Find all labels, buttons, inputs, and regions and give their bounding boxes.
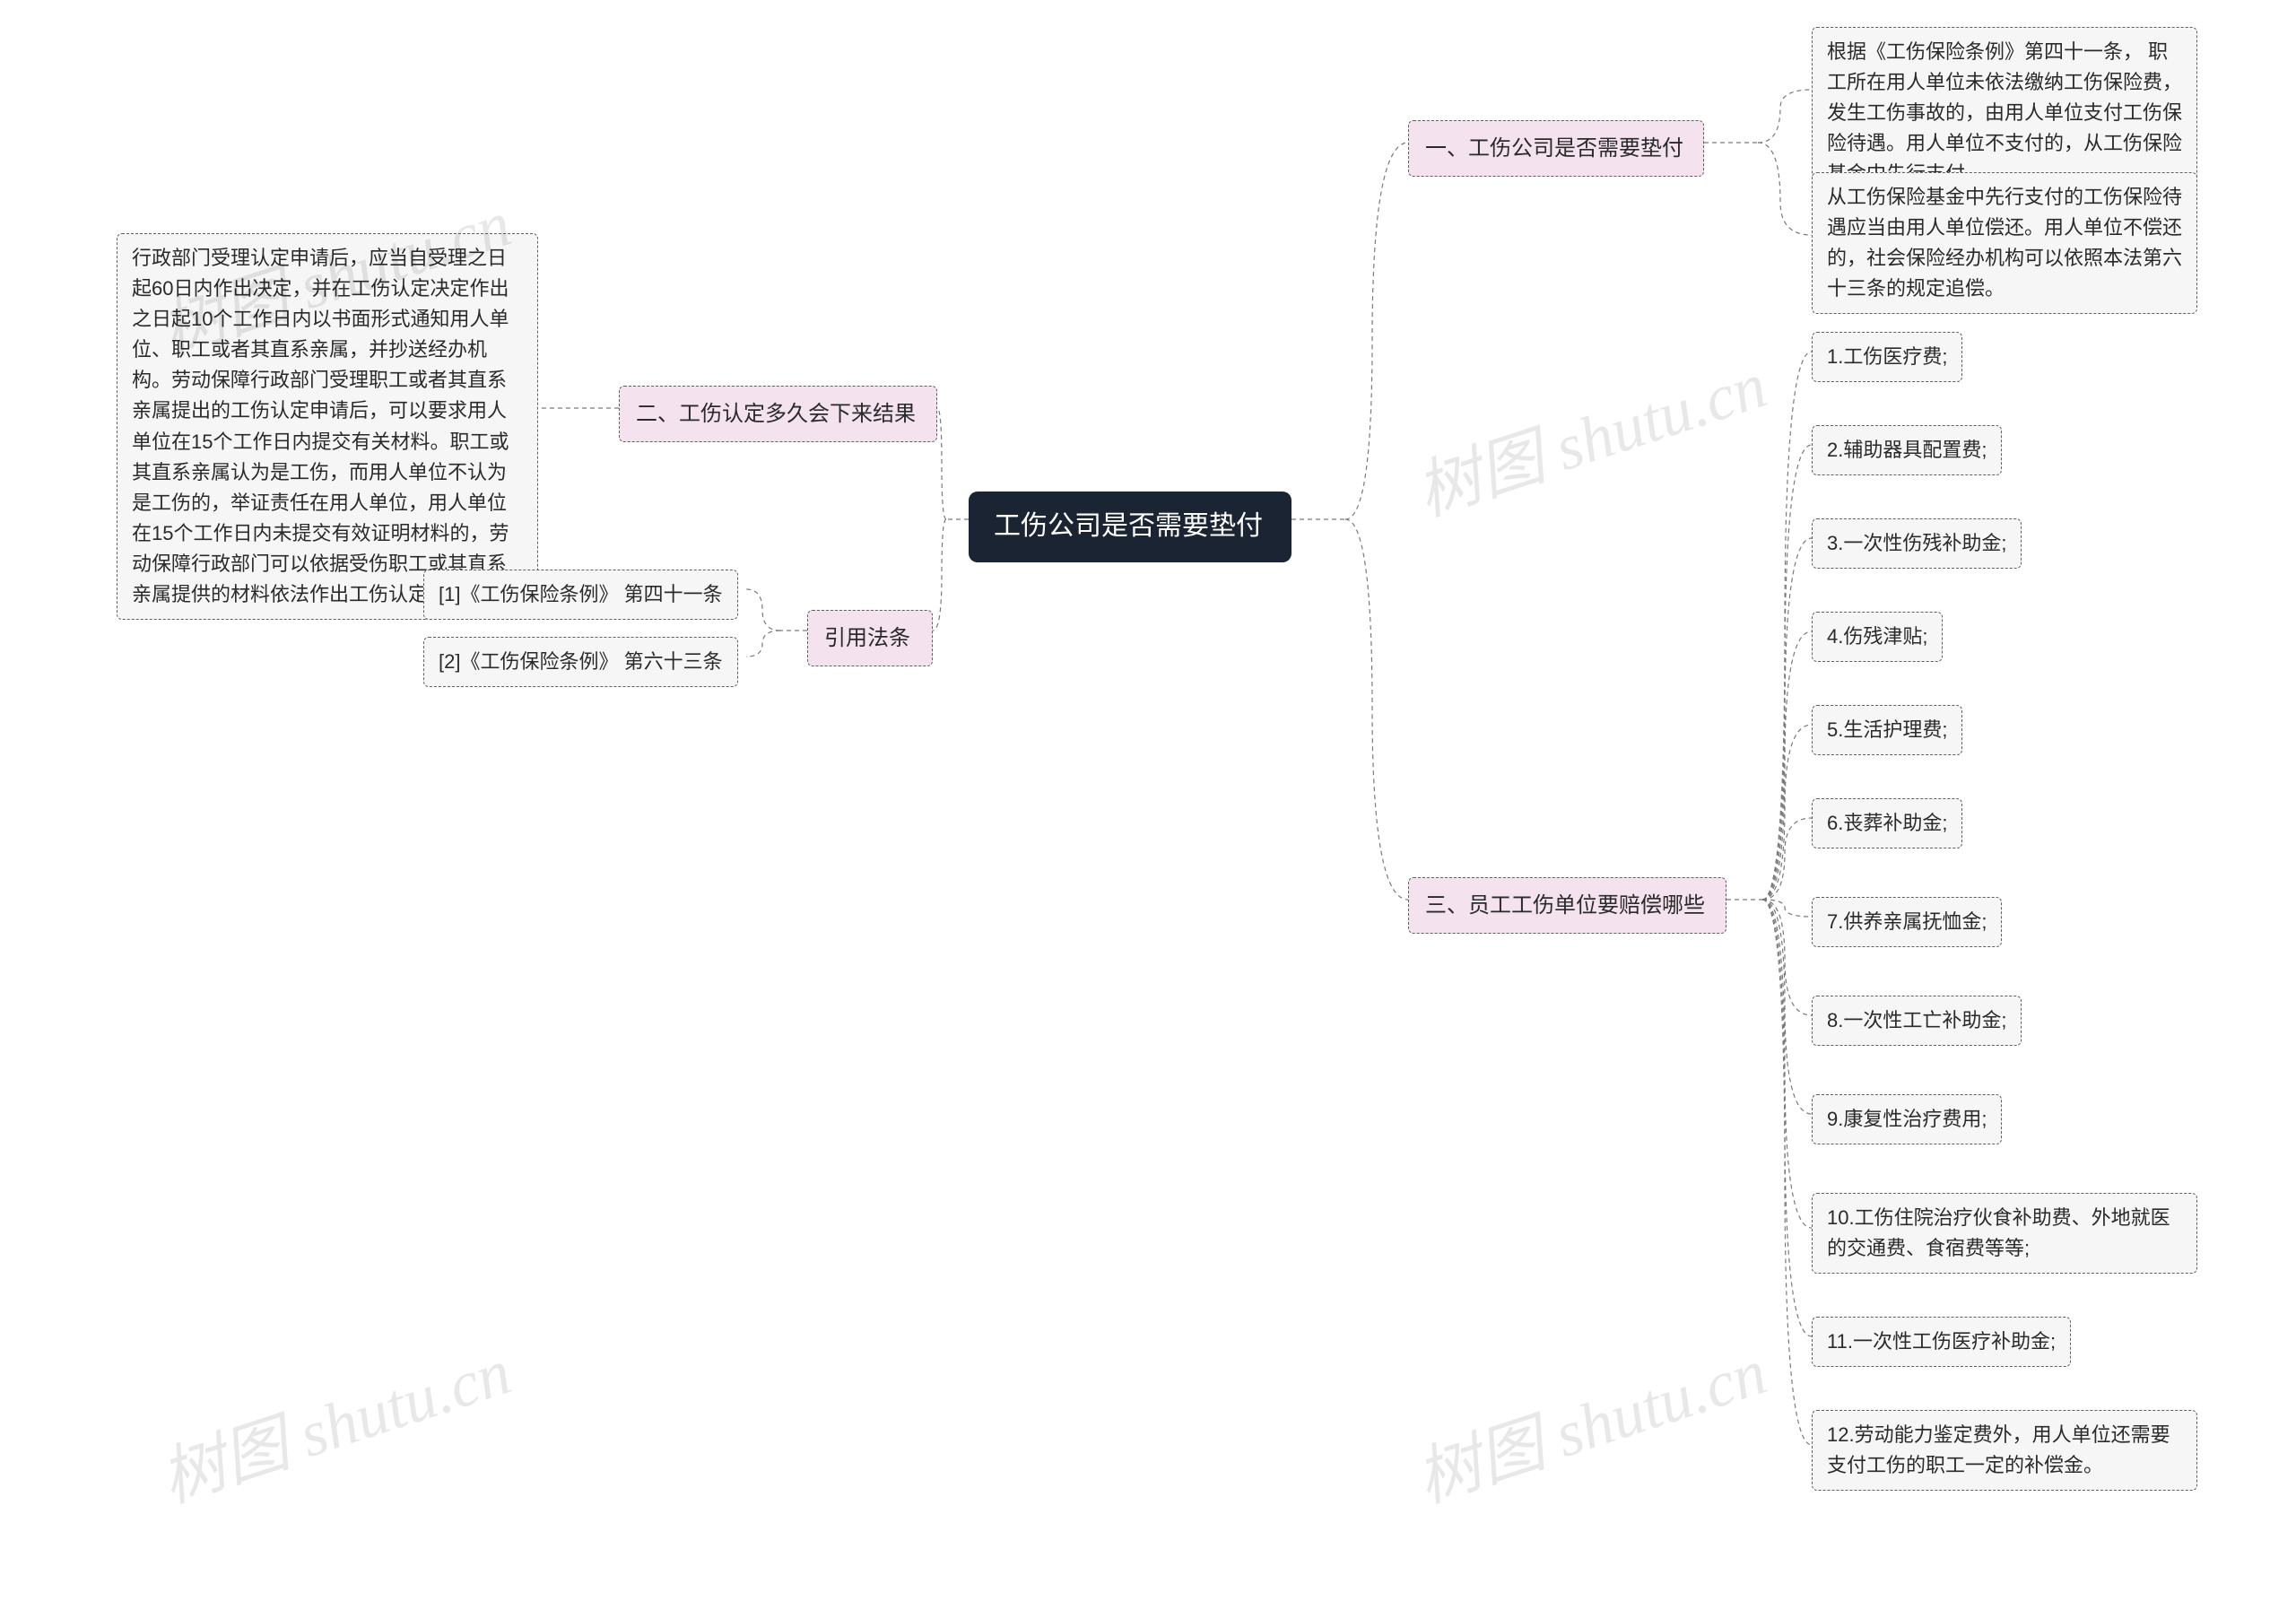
leaf-c7[interactable]: 7.供养亲属抚恤金; [1812, 897, 2002, 947]
leaf-b4c1[interactable]: [1]《工伤保险条例》 第四十一条 [423, 570, 738, 620]
leaf-text: 3.一次性伤残补助金; [1827, 532, 2006, 554]
leaf-c12[interactable]: 12.劳动能力鉴定费外，用人单位还需要支付工伤的职工一定的补偿金。 [1812, 1410, 2197, 1491]
leaf-c4[interactable]: 4.伤残津贴; [1812, 612, 1943, 662]
root-label: 工伤公司是否需要垫付 [994, 511, 1263, 541]
leaf-text: 10.工伤住院治疗伙食补助费、外地就医的交通费、食宿费等等; [1827, 1206, 2170, 1259]
branch-b2[interactable]: 二、工伤认定多久会下来结果 [619, 386, 937, 442]
leaf-c5[interactable]: 5.生活护理费; [1812, 705, 1962, 755]
leaf-b2c1[interactable]: 行政部门受理认定申请后，应当自受理之日起60日内作出决定，并在工伤认定决定作出之… [117, 233, 538, 620]
leaf-text: [1]《工伤保险条例》 第四十一条 [439, 583, 723, 605]
leaf-c3[interactable]: 3.一次性伤残补助金; [1812, 518, 2022, 569]
watermark: 树图 shutu.cn [147, 1318, 521, 1520]
leaf-text: 从工伤保险基金中先行支付的工伤保险待遇应当由用人单位偿还。用人单位不偿还的，社会… [1827, 186, 2182, 300]
branch-label: 三、员工工伤单位要赔偿哪些 [1425, 893, 1705, 918]
branch-b3[interactable]: 三、员工工伤单位要赔偿哪些 [1408, 877, 1726, 934]
leaf-text: 根据《工伤保险条例》第四十一条， 职工所在用人单位未依法缴纳工伤保险费，发生工伤… [1827, 40, 2182, 185]
leaf-text: 11.一次性工伤医疗补助金; [1827, 1330, 2056, 1353]
leaf-c6[interactable]: 6.丧葬补助金; [1812, 798, 1962, 848]
leaf-c9[interactable]: 9.康复性治疗费用; [1812, 1094, 2002, 1144]
leaf-c11[interactable]: 11.一次性工伤医疗补助金; [1812, 1317, 2071, 1367]
mindmap-canvas: 工伤公司是否需要垫付 一、工伤公司是否需要垫付 根据《工伤保险条例》第四十一条，… [0, 0, 2296, 1601]
branch-b4[interactable]: 引用法条 [807, 610, 933, 666]
leaf-text: 4.伤残津贴; [1827, 625, 1927, 648]
leaf-c8[interactable]: 8.一次性工亡补助金; [1812, 996, 2022, 1046]
branch-b1[interactable]: 一、工伤公司是否需要垫付 [1408, 120, 1704, 177]
leaf-text: 2.辅助器具配置费; [1827, 439, 1987, 461]
leaf-b4c2[interactable]: [2]《工伤保险条例》 第六十三条 [423, 637, 738, 687]
leaf-text: 8.一次性工亡补助金; [1827, 1009, 2006, 1031]
leaf-text: 6.丧葬补助金; [1827, 812, 1947, 834]
branch-label: 引用法条 [824, 626, 910, 650]
leaf-text: [2]《工伤保险条例》 第六十三条 [439, 650, 723, 673]
leaf-b1c2[interactable]: 从工伤保险基金中先行支付的工伤保险待遇应当由用人单位偿还。用人单位不偿还的，社会… [1812, 172, 2197, 314]
leaf-text: 9.康复性治疗费用; [1827, 1108, 1987, 1130]
leaf-text: 1.工伤医疗费; [1827, 345, 1947, 368]
leaf-c1[interactable]: 1.工伤医疗费; [1812, 332, 1962, 382]
leaf-c2[interactable]: 2.辅助器具配置费; [1812, 425, 2002, 475]
leaf-c10[interactable]: 10.工伤住院治疗伙食补助费、外地就医的交通费、食宿费等等; [1812, 1193, 2197, 1274]
branch-label: 二、工伤认定多久会下来结果 [636, 402, 916, 426]
leaf-text: 行政部门受理认定申请后，应当自受理之日起60日内作出决定，并在工伤认定决定作出之… [132, 247, 509, 605]
branch-label: 一、工伤公司是否需要垫付 [1425, 136, 1683, 161]
root-node[interactable]: 工伤公司是否需要垫付 [969, 492, 1292, 562]
leaf-text: 7.供养亲属抚恤金; [1827, 910, 1987, 933]
watermark: 树图 shutu.cn [1403, 332, 1777, 534]
watermark: 树图 shutu.cn [1403, 1318, 1777, 1520]
leaf-text: 12.劳动能力鉴定费外，用人单位还需要支付工伤的职工一定的补偿金。 [1827, 1423, 2170, 1476]
leaf-text: 5.生活护理费; [1827, 718, 1947, 741]
